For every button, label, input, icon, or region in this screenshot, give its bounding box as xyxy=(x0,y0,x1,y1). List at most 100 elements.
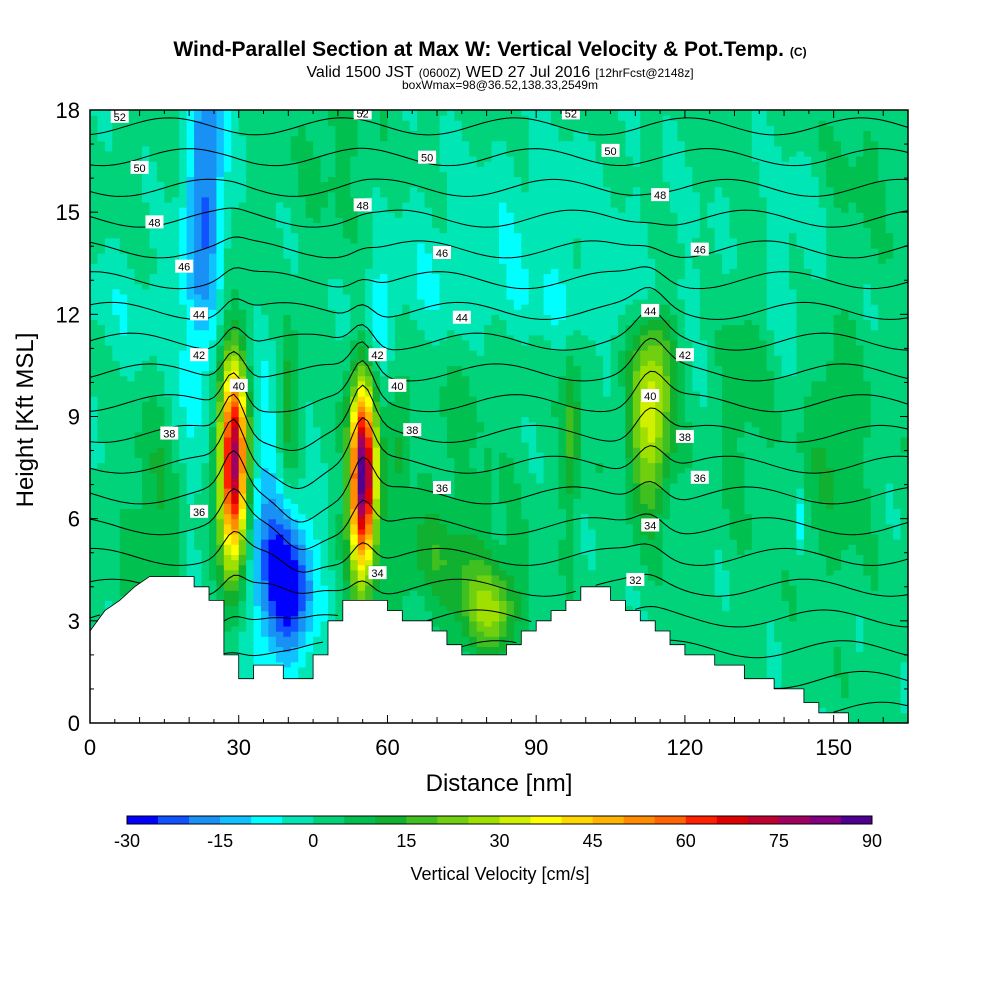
field-cell-2864 xyxy=(261,186,270,193)
field-cell-4770 xyxy=(380,258,389,264)
field-cell-399 xyxy=(112,518,121,525)
field-cell-2323 xyxy=(231,498,240,504)
field-cell-3299 xyxy=(290,416,299,423)
field-cell-1162 xyxy=(156,299,165,305)
field-cell-2823 xyxy=(261,396,270,402)
field-cell-831 xyxy=(134,150,143,157)
field-cell-786 xyxy=(134,380,143,387)
field-cell-4345 xyxy=(357,590,366,596)
field-cell-4424 xyxy=(357,186,366,193)
field-cell-1482 xyxy=(179,503,188,510)
field-cell-2454 xyxy=(238,442,247,448)
field-cell-2735 xyxy=(253,232,262,239)
field-cell-1122 xyxy=(156,503,165,510)
field-cell-3769 xyxy=(320,467,329,474)
field-cell-1196 xyxy=(156,125,165,132)
field-cell-524 xyxy=(119,493,128,499)
field-cell-2810 xyxy=(261,462,270,469)
field-cell-1783 xyxy=(194,191,203,198)
field-cell-4525 xyxy=(365,283,374,290)
field-cell-4755 xyxy=(380,334,389,341)
field-cell-1478 xyxy=(179,523,188,530)
field-cell-2787 xyxy=(261,579,270,586)
field-cell-876 xyxy=(142,533,151,540)
field-cell-4368 xyxy=(357,472,366,479)
field-cell-3515 xyxy=(305,539,314,545)
field-cell-2208 xyxy=(223,472,232,479)
field-cell-2619 xyxy=(246,212,255,218)
field-cell-1402 xyxy=(171,299,180,305)
field-cell-3694 xyxy=(313,237,322,244)
field-cell-161 xyxy=(97,508,106,515)
field-cell-947 xyxy=(142,171,151,178)
field-cell-3086 xyxy=(275,278,284,285)
field-cell-4672 xyxy=(372,145,381,152)
field-cell-1249 xyxy=(164,467,173,474)
field-cell-422 xyxy=(112,401,121,407)
field-cell-2751 xyxy=(253,150,262,157)
field-cell-384 xyxy=(112,595,121,601)
field-cell-2123 xyxy=(216,293,225,300)
field-cell-448 xyxy=(112,268,121,275)
field-cell-150 xyxy=(97,564,106,571)
field-cell-345 xyxy=(104,181,113,188)
field-cell-4626 xyxy=(372,380,381,387)
field-cell-341 xyxy=(104,201,113,208)
field-cell-1888 xyxy=(201,268,210,275)
field-cell-3890 xyxy=(327,462,336,469)
field-cell-4034 xyxy=(335,339,344,346)
field-cell-3497 xyxy=(305,631,314,637)
field-cell-2496 xyxy=(238,227,247,234)
field-cell-1969 xyxy=(208,467,218,474)
field-cell-989 xyxy=(149,569,158,576)
field-cell-2339 xyxy=(231,416,240,423)
field-cell-1723 xyxy=(194,498,203,504)
field-cell-4654 xyxy=(372,237,381,244)
field-cell-1843 xyxy=(201,498,210,504)
field-cell-884 xyxy=(142,493,151,499)
field-cell-1131 xyxy=(156,457,165,464)
field-cell-3893 xyxy=(327,447,336,453)
field-cell-3408 xyxy=(298,472,307,479)
field-cell-631 xyxy=(127,559,136,566)
field-cell-4113 xyxy=(342,549,351,556)
field-cell-1186 xyxy=(156,176,165,183)
field-cell-56 xyxy=(90,431,99,438)
field-cell-2224 xyxy=(223,390,232,397)
field-cell-2774 xyxy=(261,646,270,653)
field-cell-1050 xyxy=(149,258,158,264)
field-cell-3827 xyxy=(320,171,329,178)
field-cell-2953 xyxy=(268,344,277,351)
field-cell-4050 xyxy=(335,258,344,264)
field-cell-2679 xyxy=(253,518,262,525)
field-cell-1435 xyxy=(171,130,180,137)
field-cell-3699 xyxy=(313,212,322,218)
field-cell-2785 xyxy=(261,590,270,596)
field-cell-2788 xyxy=(261,574,270,581)
field-cell-4381 xyxy=(357,406,366,412)
field-cell-4954 xyxy=(394,544,403,550)
field-cell-4245 xyxy=(350,488,359,494)
field-cell-2229 xyxy=(223,365,232,372)
field-cell-178 xyxy=(97,421,106,428)
field-cell-2996 xyxy=(268,125,277,132)
field-cell-349 xyxy=(104,161,113,167)
field-cell-4729 xyxy=(380,467,389,474)
field-cell-4240 xyxy=(350,513,359,520)
field-cell-701 xyxy=(127,201,136,208)
field-cell-3901 xyxy=(327,406,336,412)
field-cell-1828 xyxy=(201,574,210,581)
field-cell-1353 xyxy=(171,549,180,556)
field-cell-505 xyxy=(119,590,128,596)
field-cell-398 xyxy=(112,523,121,530)
field-cell-922 xyxy=(142,299,151,305)
field-cell-2970 xyxy=(268,258,277,264)
field-cell-4637 xyxy=(372,324,381,331)
field-cell-4257 xyxy=(350,426,359,433)
field-cell-3347 xyxy=(290,171,299,178)
field-cell-2583 xyxy=(246,396,255,402)
field-cell-2540 xyxy=(246,615,255,622)
field-cell-4797 xyxy=(380,120,389,126)
field-cell-4477 xyxy=(365,528,374,535)
field-cell-1355 xyxy=(171,539,180,545)
